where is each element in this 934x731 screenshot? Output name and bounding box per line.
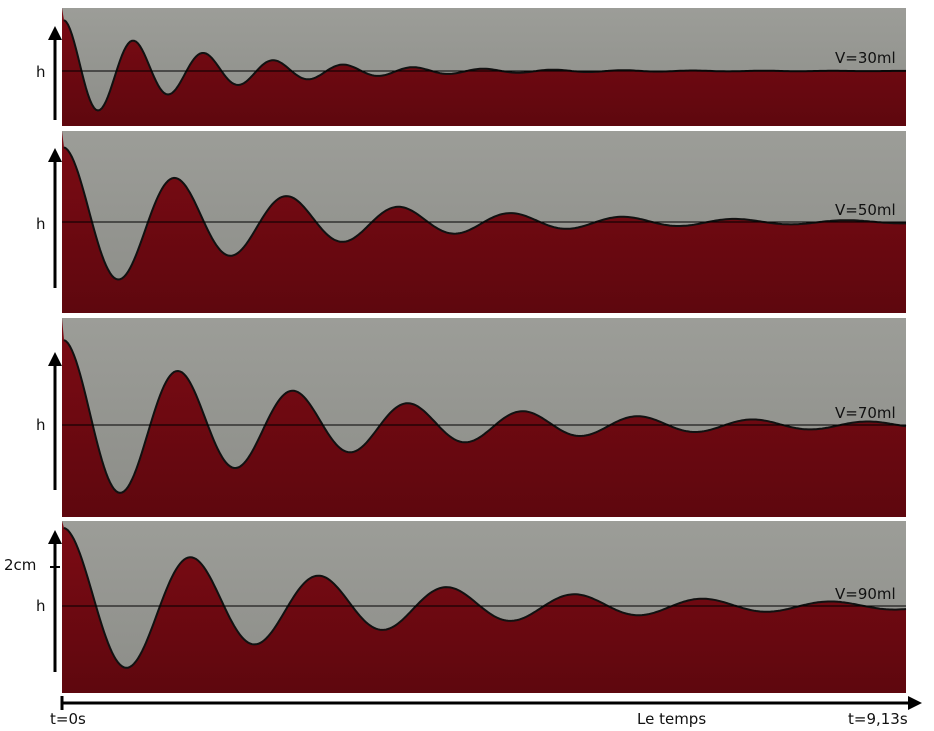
- height-label: h: [36, 63, 46, 81]
- meniscus-curve: [63, 526, 907, 669]
- h-arrow-head: [48, 530, 62, 544]
- liquid-region: [62, 521, 906, 693]
- h-arrow-head: [48, 352, 62, 366]
- liquid-region: [62, 318, 906, 517]
- scale-label: 2cm: [4, 556, 36, 574]
- h-arrow-head: [48, 26, 62, 40]
- time-end-label: t=9,13s: [848, 710, 908, 728]
- panel-v70: h V=70ml: [36, 318, 907, 517]
- height-label: h: [36, 597, 46, 615]
- height-label: h: [36, 416, 46, 434]
- panel-v90: 2cm h V=90ml: [4, 521, 907, 693]
- volume-label: V=30ml: [835, 49, 896, 67]
- volume-label: V=90ml: [835, 585, 896, 603]
- height-label: h: [36, 215, 46, 233]
- volume-label: V=70ml: [835, 404, 896, 422]
- time-start-label: t=0s: [50, 710, 86, 728]
- time-axis-arrow-head: [908, 696, 922, 710]
- panel-v30: h V=30ml: [36, 8, 906, 126]
- panel-v50: h V=50ml: [36, 131, 906, 313]
- volume-label: V=50ml: [835, 201, 896, 219]
- time-axis-label: Le temps: [637, 710, 706, 728]
- time-axis: t=0s Le temps t=9,13s: [50, 696, 922, 728]
- h-arrow-head: [48, 148, 62, 162]
- meniscus-curve: [63, 339, 907, 494]
- liquid-region: [62, 8, 906, 126]
